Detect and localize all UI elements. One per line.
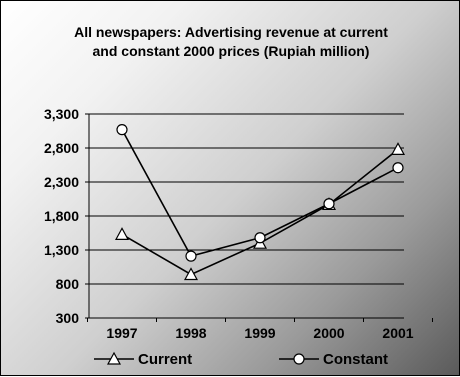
series-line-current bbox=[121, 148, 399, 276]
x-tick-label: 2000 bbox=[313, 325, 344, 341]
x-tick-label: 1997 bbox=[106, 325, 137, 341]
data-point-constant bbox=[392, 162, 404, 174]
legend-marker-current bbox=[106, 351, 122, 365]
chart-title-line-1: All newspapers: Advertising revenue at c… bbox=[74, 24, 388, 40]
x-tick-label: 1999 bbox=[244, 325, 275, 341]
data-point-constant bbox=[116, 124, 128, 136]
y-tick-label: 3,300 bbox=[44, 106, 79, 122]
chart-title-line-2: and constant 2000 prices (Rupiah million… bbox=[92, 43, 370, 59]
y-tick-label: 1,300 bbox=[44, 242, 79, 258]
data-point-constant bbox=[254, 232, 266, 244]
y-tick-label: 2,300 bbox=[44, 174, 79, 190]
y-tick-label: 1,800 bbox=[44, 208, 79, 224]
y-tick-label: 300 bbox=[56, 310, 80, 326]
legend-label-constant: Constant bbox=[323, 351, 388, 368]
x-tick-label: 1998 bbox=[175, 325, 206, 341]
y-tick-label: 2,800 bbox=[44, 140, 79, 156]
data-point-constant bbox=[185, 250, 197, 262]
data-point-current bbox=[183, 267, 199, 281]
legend-marker-constant bbox=[293, 353, 305, 365]
data-point-current bbox=[390, 142, 406, 155]
y-tick-label: 800 bbox=[56, 276, 80, 292]
data-point-current bbox=[114, 227, 130, 240]
x-tick-label: 2001 bbox=[382, 325, 413, 341]
chart-title: All newspapers: Advertising revenue at c… bbox=[1, 23, 460, 61]
data-point-constant bbox=[323, 198, 335, 210]
legend-label-current: Current bbox=[138, 351, 192, 368]
